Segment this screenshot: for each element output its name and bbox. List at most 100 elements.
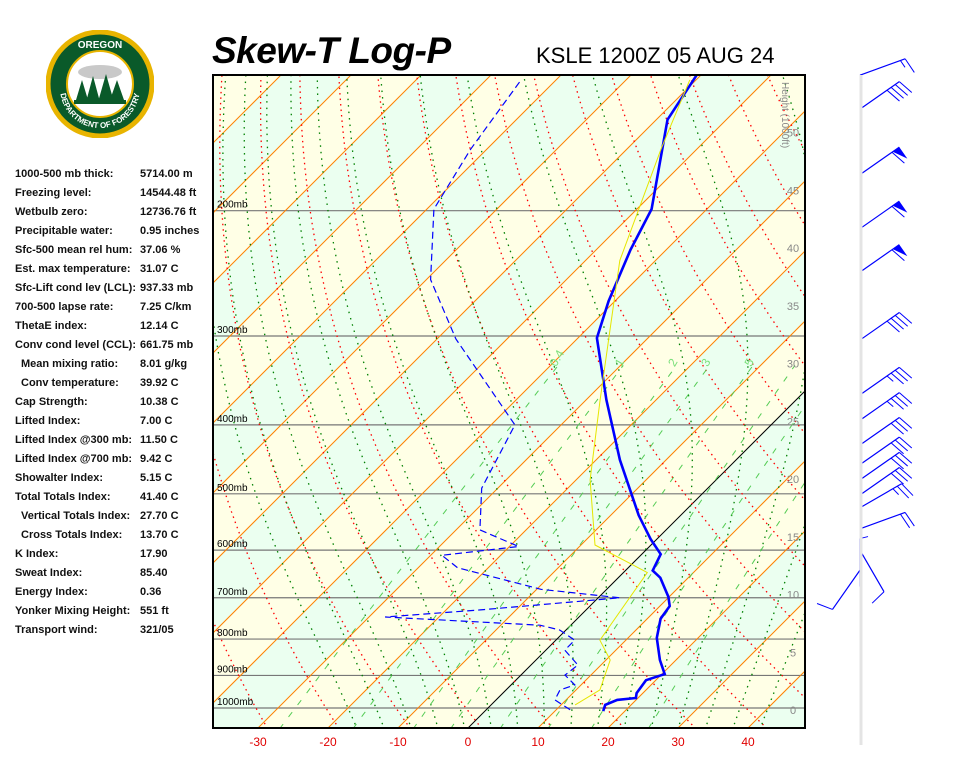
stat-value: 11.50 C — [140, 434, 178, 446]
wind-barb-shaft — [859, 436, 900, 466]
isotherm-line — [213, 75, 702, 564]
temperature-tick-label: 20 — [601, 735, 615, 749]
temperature-tick-label: 40 — [741, 735, 755, 749]
wind-barb — [859, 81, 913, 110]
dry-adiabat-line — [802, 66, 960, 729]
isotherm-line — [0, 65, 221, 728]
isotherm-line — [677, 600, 805, 728]
wind-barb — [859, 436, 913, 466]
stat-value: 7.00 C — [140, 415, 173, 427]
wind-barb-flag — [886, 89, 900, 102]
wind-barb — [859, 417, 913, 446]
stat-row: K Index: 17.90 — [15, 548, 230, 567]
wet-bulb-line — [574, 79, 691, 706]
wind-barb-shaft — [859, 392, 900, 421]
wind-barb-flag — [891, 151, 905, 164]
stat-label: ThetaE index: — [15, 320, 88, 332]
stat-label: Conv temperature: — [21, 377, 119, 389]
stat-value: 661.75 mb — [140, 339, 194, 351]
temperature-line — [595, 75, 698, 712]
stat-value: 0.36 — [140, 586, 162, 598]
stat-row: 700-500 lapse rate: 7.25 C/km — [15, 301, 230, 320]
stat-row: Showalter Index: 5.15 C — [15, 472, 230, 491]
stat-value: 0.95 inches — [140, 225, 200, 237]
height-tick-label: 40 — [787, 243, 799, 255]
wind-barb — [859, 200, 908, 230]
temperature-tick-label: 0 — [465, 735, 472, 749]
temperature-tick-label: 10 — [531, 735, 545, 749]
stability-indices-panel: 1000-500 mb thick: 5714.00 m Freezing leve… — [15, 168, 230, 643]
wind-barb-shaft — [859, 200, 900, 230]
wind-barb-shaft — [859, 417, 900, 446]
stat-row: Conv temperature: 39.92 C — [15, 377, 230, 396]
wind-barb-flag — [898, 366, 913, 379]
stat-row: ThetaE index: 12.14 C — [15, 320, 230, 339]
wind-barb-flag — [898, 417, 913, 429]
stat-value: 9.42 C — [140, 453, 173, 465]
wind-barb — [859, 146, 908, 176]
wind-barb-flag — [894, 454, 909, 467]
isotherm-line — [213, 75, 422, 284]
stat-label: Conv cond level (CCL): — [15, 339, 137, 351]
wind-barb-flag — [894, 395, 909, 407]
wind-barb-flag — [891, 249, 905, 261]
wind-barb-flag — [890, 87, 904, 99]
wind-barb-shaft — [859, 549, 885, 593]
stat-row: Lifted Index: 7.00 C — [15, 415, 230, 434]
wind-barb-flag — [894, 470, 909, 482]
stat-label: Est. max temperature: — [15, 263, 131, 275]
height-tick-label: 0 — [790, 705, 796, 717]
height-tick-label: 45 — [787, 185, 799, 197]
stat-label: Lifted Index: — [15, 415, 81, 427]
stat-label: Sfc-500 mean rel hum: — [15, 244, 133, 256]
isotherm-line — [817, 65, 960, 728]
mixing-ratio-line — [648, 481, 805, 728]
pressure-label: 1000mb — [217, 697, 254, 708]
stat-row: Lifted Index @700 mb: 9.42 C — [15, 453, 230, 472]
stat-value: 8.01 g/kg — [140, 358, 188, 370]
dry-adiabat-line — [494, 75, 805, 633]
dry-adiabat-line — [219, 75, 411, 728]
wind-barb-shaft — [859, 511, 906, 530]
dry-adiabat-line — [879, 66, 960, 729]
wind-barb-half-flag — [886, 375, 894, 382]
wind-barb — [859, 366, 913, 396]
stat-value: 13.70 C — [140, 529, 179, 541]
wind-barb-shaft — [859, 451, 900, 481]
wind-barb — [859, 451, 913, 481]
wind-barb-flag — [894, 315, 909, 327]
stat-value: 39.92 C — [140, 377, 179, 389]
moist-adiabat-line — [466, 75, 608, 728]
stat-label: Freezing level: — [15, 187, 92, 199]
isotherm-band — [0, 65, 151, 728]
stat-label: Lifted Index @700 mb: — [15, 453, 133, 465]
stat-row: Total Totals Index: 41.40 C — [15, 491, 230, 510]
zero-isotherm-line — [467, 390, 805, 728]
wind-barb-flag — [890, 317, 904, 330]
wind-barb-flag — [894, 420, 909, 432]
dewpoint-line — [385, 79, 620, 711]
wind-barb-flag — [898, 312, 913, 324]
mixing-ratio-line — [499, 365, 754, 728]
stat-label: Wetbulb zero: — [15, 206, 88, 218]
pressure-label: 400mb — [217, 414, 248, 425]
mixing-ratio-line — [413, 365, 678, 728]
moist-adiabat-line — [243, 75, 412, 728]
dry-adiabat-line — [918, 66, 960, 729]
wind-barb-flag — [890, 457, 904, 470]
dry-adiabat-line — [649, 75, 805, 367]
stat-value: 551 ft — [140, 605, 169, 617]
pressure-label: 700mb — [217, 587, 248, 598]
wind-barb-flag — [898, 467, 913, 479]
isotherm-band — [213, 110, 805, 728]
isotherm-band — [0, 65, 221, 728]
pressure-label: 600mb — [217, 539, 248, 550]
wind-barb — [816, 569, 861, 610]
temperature-tick-label: -30 — [249, 735, 267, 749]
plot-frame — [212, 74, 806, 729]
wind-barb-flag — [898, 81, 913, 93]
stat-row: Sfc-500 mean rel hum: 37.06 % — [15, 244, 230, 263]
wind-barb-flag — [896, 485, 910, 499]
stat-value: 37.06 % — [140, 244, 181, 256]
wind-barb-flag — [904, 58, 915, 73]
